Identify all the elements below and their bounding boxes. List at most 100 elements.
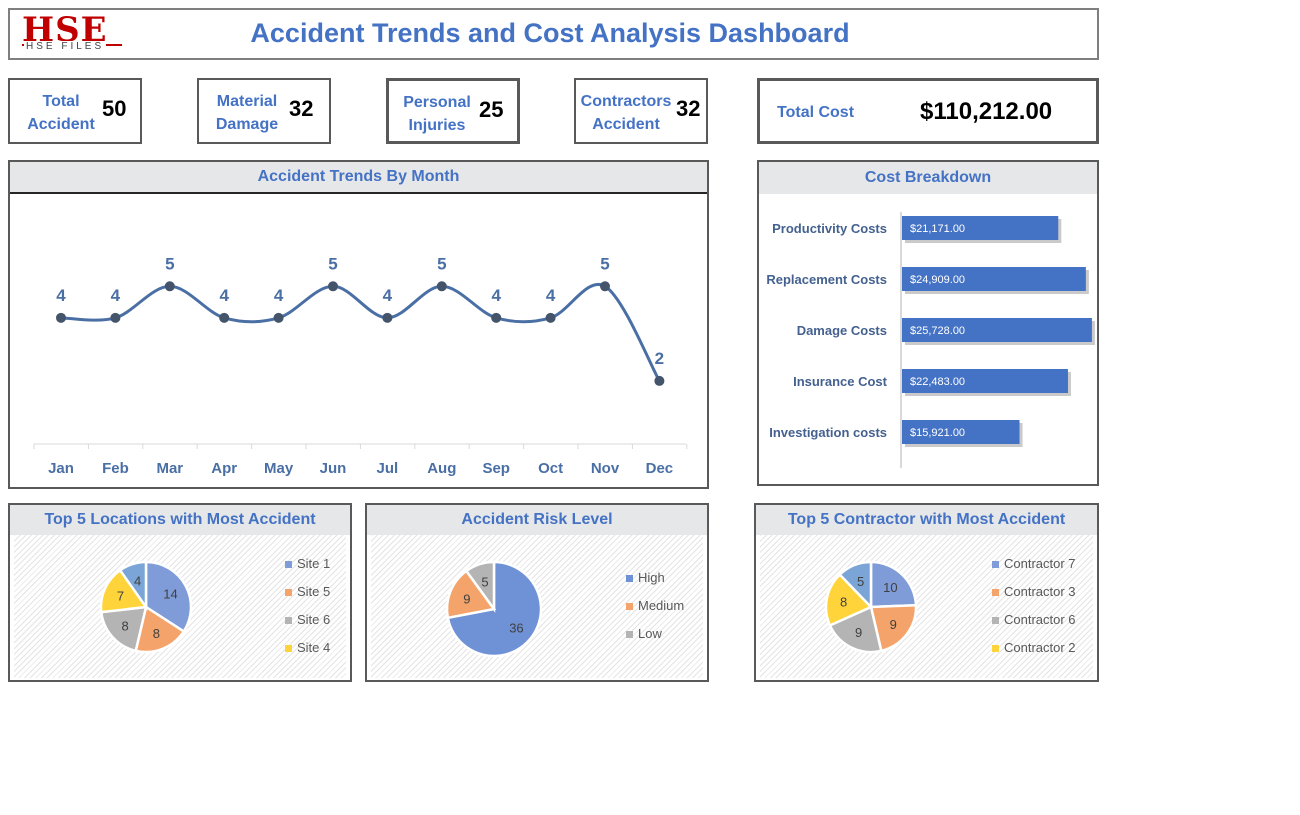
chart-area [14, 535, 346, 678]
legend-label: Contractor 2 [1004, 640, 1076, 655]
data-point [328, 281, 338, 292]
x-tick-label: Jan [48, 460, 74, 477]
slice-value-label: 14 [163, 587, 177, 602]
bar-category-label: Productivity Costs [772, 221, 887, 236]
bar-category-label: Damage Costs [797, 323, 887, 338]
legend-swatch [626, 603, 633, 610]
kpi-total-accident: Total Accident 50 [8, 78, 142, 144]
panel-title: Top 5 Locations with Most Accident [10, 505, 350, 535]
data-point [164, 281, 175, 292]
slice-value-label: 8 [840, 595, 847, 610]
data-point [436, 281, 447, 292]
pie-slice [134, 604, 186, 654]
panel-title: Top 5 Contractor with Most Accident [756, 505, 1097, 535]
slice-value-label: 5 [857, 574, 864, 589]
kpi-value: 25 [479, 97, 504, 122]
slice-value-label: 4 [134, 573, 141, 588]
bar-value-label: $15,921.00 [910, 427, 965, 439]
legend-label: High [638, 570, 665, 585]
kpi-label: Total Accident [27, 93, 95, 133]
kpi-contractors-accident: Contractors Accident 32 [574, 78, 708, 144]
legend-swatch [992, 645, 999, 652]
data-label: 4 [111, 286, 121, 305]
pie-slice [838, 560, 873, 611]
x-tick-label: Jul [377, 460, 399, 477]
pie-slice [464, 560, 496, 613]
kpi-label: Material Damage [215, 93, 279, 133]
slice-value-label: 10 [883, 580, 897, 595]
data-label: 4 [219, 286, 229, 305]
bar-value-label: $24,909.00 [910, 274, 965, 286]
kpi-personal-injuries: Personal Injuries 25 [386, 78, 520, 144]
x-tick-label: Sep [482, 460, 510, 477]
legend-swatch [285, 561, 292, 568]
kpi-total-cost: Total Cost $110,212.00 [757, 78, 1099, 144]
legend-label: Site 4 [297, 640, 330, 655]
data-label: 4 [56, 286, 66, 305]
legend-swatch [992, 589, 999, 596]
x-tick-label: Mar [156, 460, 183, 477]
data-point [110, 312, 121, 323]
x-tick-label: May [264, 460, 294, 477]
slice-value-label: 36 [509, 621, 523, 636]
slice-value-label: 5 [481, 574, 488, 589]
slice-value-label: 9 [890, 617, 897, 632]
cost-bar [902, 318, 1092, 342]
x-tick-label: Feb [102, 460, 129, 477]
bar-category-label: Investigation costs [769, 425, 887, 440]
legend-swatch [626, 631, 633, 638]
locations-pie-chart: 14 8 8 74 Site 1 Site 5 Site 6 Site 4 [99, 556, 330, 655]
total-cost-label: Total Cost [777, 104, 855, 121]
data-point [545, 312, 556, 323]
chart-area [760, 535, 1093, 678]
legend-label: Site 1 [297, 556, 330, 571]
slice-value-label: 8 [122, 619, 129, 634]
logo-subtext: HSE FILES [24, 41, 107, 52]
contractors-panel: Top 5 Contractor with Most Accident 10 9 9… [754, 503, 1099, 682]
x-tick-label: Apr [211, 460, 237, 477]
dashboard-header: HSE HSE FILES Accident Trends and Cost A… [8, 8, 1099, 60]
legend-swatch [992, 561, 999, 568]
data-point [219, 312, 230, 323]
legend-label: Site 5 [297, 584, 330, 599]
data-point [56, 312, 66, 323]
legend-label: Low [638, 626, 662, 641]
trend-line-chart: 4 Jan 4 Feb 5 Mar 4 Apr 4 May 5 Jun 4 Jul 5 Aug 4 Sep 4 Oct… [33, 254, 688, 477]
panel-title: Accident Risk Level [367, 505, 707, 535]
chart-area [371, 535, 703, 678]
risk-pie-chart: 36 95 High Medium Low [445, 560, 684, 658]
cost-bar [902, 369, 1068, 393]
data-label: 5 [328, 254, 337, 273]
page-title: Accident Trends and Cost Analysis Dashbo… [250, 18, 850, 48]
kpi-value: 50 [102, 96, 127, 121]
kpi-value: 32 [289, 96, 314, 121]
pie-slice [828, 605, 883, 654]
data-label: 4 [274, 286, 284, 305]
bar-value-label: $25,728.00 [910, 325, 965, 337]
pie-slice [824, 572, 874, 628]
total-cost-value: $110,212.00 [920, 98, 1053, 125]
bar-value-label: $21,171.00 [910, 223, 965, 235]
pie-slice [869, 560, 918, 609]
x-tick-label: Oct [538, 460, 563, 477]
trend-line [60, 282, 661, 382]
bar-value-label: $22,483.00 [910, 376, 965, 388]
legend-swatch [626, 575, 633, 582]
legend-label: Contractor 3 [1004, 584, 1076, 599]
risk-level-panel: Accident Risk Level 36 9 5 High Medium Low [365, 503, 709, 682]
pie-slice [445, 569, 497, 620]
data-label: 2 [655, 349, 664, 368]
kpi-label: Personal Injuries [403, 94, 471, 134]
data-point [654, 375, 665, 386]
cost-bar [902, 267, 1086, 291]
pie-slice [99, 605, 148, 653]
legend-swatch [992, 617, 999, 624]
data-point [600, 281, 610, 292]
pie-slice [869, 603, 918, 653]
legend-label: Contractor 7 [1004, 556, 1076, 571]
data-label: 5 [165, 254, 174, 273]
data-label: 5 [437, 254, 446, 273]
pie-slice [118, 560, 148, 611]
cost-bar [902, 420, 1020, 444]
